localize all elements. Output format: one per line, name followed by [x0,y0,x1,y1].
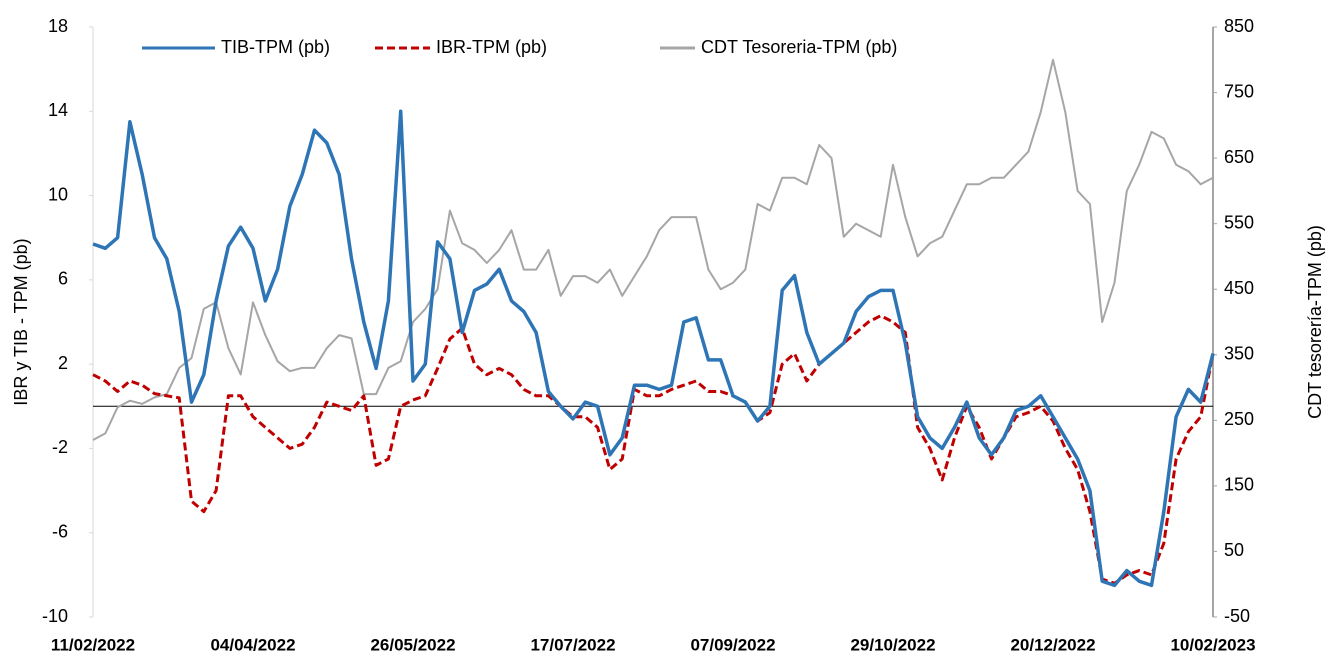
y2-tick-label: 650 [1224,147,1254,167]
y-tick-label: -2 [52,437,68,457]
series-line [92,58,1214,441]
y-tick-label: 2 [58,353,68,373]
y2-tick-label: 250 [1224,409,1254,429]
y-tick-label: 10 [48,184,68,204]
y2-tick-label: 850 [1224,16,1254,36]
y2-tick-label: 450 [1224,278,1254,298]
y-tick-label: 14 [48,100,68,120]
y-tick-label: -10 [42,606,68,626]
y2-tick-label: 150 [1224,475,1254,495]
y2-tick-label: -50 [1224,606,1250,626]
y2-tick-label: 750 [1224,81,1254,101]
y-tick-label: 6 [58,269,68,289]
x-tick-label: 10/02/2023 [1170,635,1255,654]
y-tick-label: -6 [52,521,68,541]
x-tick-label: 17/07/2022 [530,635,615,654]
series-line [92,314,1215,585]
x-tick-label: 29/10/2022 [850,635,935,654]
y-tick-label: 18 [48,16,68,36]
series-line [92,109,1215,588]
x-tick-label: 11/02/2022 [51,635,135,654]
y2-tick-label: 550 [1224,212,1254,232]
y2-tick-label: 350 [1224,344,1254,364]
x-tick-label: 04/04/2022 [210,635,295,654]
x-tick-label: 26/05/2022 [370,635,455,654]
y-axis-label: IBR y TIB - TPM (pb) [11,238,31,405]
legend-label: CDT Tesoreria-TPM (pb) [701,37,897,57]
x-tick-label: 20/12/2022 [1010,635,1095,654]
y2-tick-label: 50 [1224,540,1244,560]
legend-label: IBR-TPM (pb) [436,37,547,57]
y2-axis-label: CDT tesorería-TPM (pb) [1305,225,1325,419]
x-tick-label: 07/09/2022 [690,635,775,654]
legend-label: TIB-TPM (pb) [221,37,330,57]
